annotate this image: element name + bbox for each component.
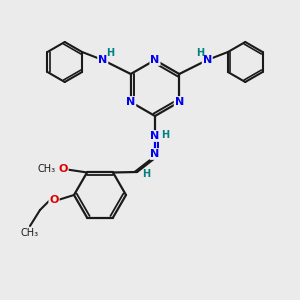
Text: N: N [175, 97, 184, 107]
Text: O: O [49, 195, 59, 205]
Text: N: N [126, 97, 135, 107]
Text: H: H [196, 48, 204, 58]
Text: H: H [142, 169, 150, 179]
Text: N: N [202, 55, 212, 65]
Text: N: N [150, 149, 160, 159]
Text: CH₃: CH₃ [38, 164, 56, 175]
Text: H: H [161, 130, 169, 140]
Text: N: N [150, 131, 160, 141]
Text: N: N [150, 55, 160, 65]
Text: CH₃: CH₃ [21, 228, 39, 238]
Text: N: N [98, 55, 107, 65]
Text: H: H [106, 48, 114, 58]
Text: O: O [58, 164, 68, 175]
